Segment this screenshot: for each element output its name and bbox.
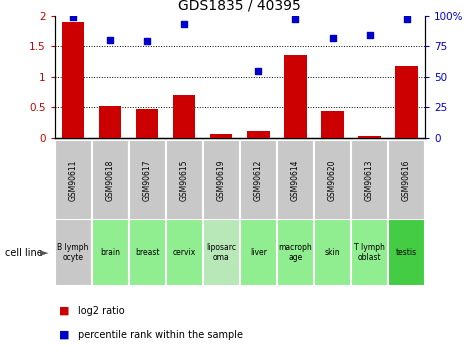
- Bar: [314, 219, 351, 286]
- Bar: [388, 219, 425, 286]
- Bar: [203, 219, 240, 286]
- Point: [180, 21, 188, 27]
- Bar: [92, 140, 129, 221]
- Point: [329, 35, 336, 40]
- Text: GSM90612: GSM90612: [254, 160, 263, 201]
- Text: GSM90615: GSM90615: [180, 159, 189, 201]
- Title: GDS1835 / 40395: GDS1835 / 40395: [179, 0, 301, 13]
- Bar: [351, 140, 388, 221]
- Text: GSM90616: GSM90616: [402, 159, 411, 201]
- Bar: [247, 131, 269, 138]
- Bar: [351, 219, 388, 286]
- Bar: [285, 55, 306, 138]
- Bar: [240, 219, 277, 286]
- Text: ■: ■: [59, 306, 70, 315]
- Bar: [129, 219, 166, 286]
- Text: GSM90613: GSM90613: [365, 159, 374, 201]
- Point: [106, 37, 114, 43]
- Text: liposarc
oma: liposarc oma: [206, 243, 237, 262]
- Text: log2 ratio: log2 ratio: [78, 306, 125, 315]
- Bar: [322, 111, 343, 138]
- Text: percentile rank within the sample: percentile rank within the sample: [78, 330, 243, 339]
- Bar: [55, 140, 92, 221]
- Bar: [210, 134, 232, 138]
- Bar: [240, 140, 277, 221]
- Point: [292, 17, 299, 22]
- Bar: [314, 140, 351, 221]
- Point: [143, 39, 151, 44]
- Bar: [99, 106, 121, 138]
- Bar: [203, 140, 240, 221]
- Bar: [166, 140, 203, 221]
- Point: [255, 68, 262, 73]
- Bar: [173, 95, 195, 138]
- Bar: [277, 219, 314, 286]
- Point: [69, 14, 77, 20]
- Bar: [129, 140, 166, 221]
- Text: GSM90619: GSM90619: [217, 159, 226, 201]
- Bar: [55, 219, 92, 286]
- Text: GSM90614: GSM90614: [291, 159, 300, 201]
- Text: cervix: cervix: [173, 248, 196, 257]
- Text: GSM90611: GSM90611: [69, 160, 77, 201]
- Text: cell line: cell line: [5, 248, 42, 258]
- Point: [366, 32, 373, 38]
- Bar: [388, 140, 425, 221]
- Point: [403, 17, 410, 22]
- Bar: [359, 136, 380, 138]
- Text: brain: brain: [100, 248, 120, 257]
- Text: B lymph
ocyte: B lymph ocyte: [57, 243, 89, 262]
- Text: breast: breast: [135, 248, 160, 257]
- Text: GSM90617: GSM90617: [143, 159, 152, 201]
- Text: testis: testis: [396, 248, 417, 257]
- Text: GSM90620: GSM90620: [328, 159, 337, 201]
- Bar: [277, 140, 314, 221]
- Bar: [396, 66, 418, 138]
- Bar: [62, 22, 84, 138]
- Text: liver: liver: [250, 248, 267, 257]
- Text: T lymph
oblast: T lymph oblast: [354, 243, 385, 262]
- Text: skin: skin: [325, 248, 340, 257]
- Text: ►: ►: [40, 248, 49, 258]
- Bar: [136, 109, 158, 138]
- Bar: [166, 219, 203, 286]
- Text: macroph
age: macroph age: [278, 243, 313, 262]
- Bar: [92, 219, 129, 286]
- Text: ■: ■: [59, 330, 70, 339]
- Text: GSM90618: GSM90618: [106, 160, 114, 201]
